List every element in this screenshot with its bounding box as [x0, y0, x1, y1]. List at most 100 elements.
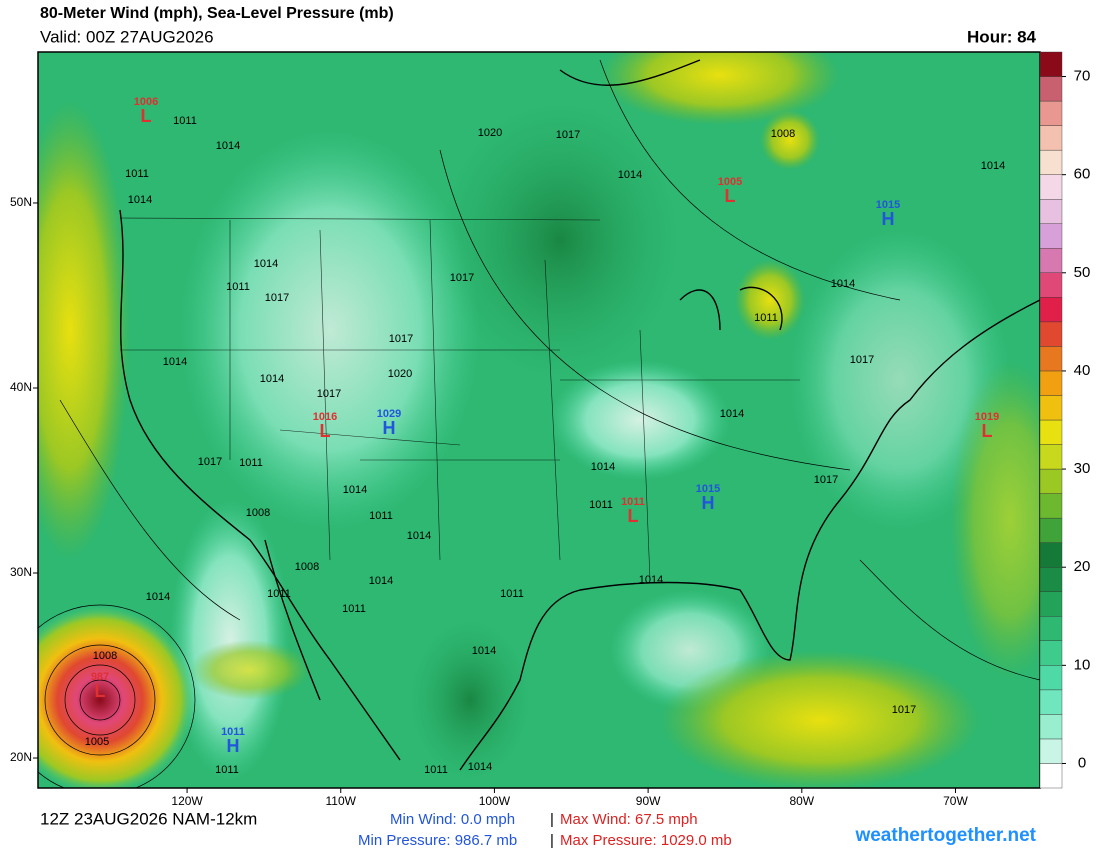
- separator: |: [550, 811, 554, 828]
- isobar-label: 1014: [146, 591, 170, 603]
- pressure-center-value: 987: [91, 671, 109, 683]
- isobar-label: 1017: [450, 272, 474, 284]
- pressure-center-value: 1005: [718, 176, 742, 188]
- hurricane-wind: [38, 605, 195, 788]
- pressure-center-symbol: L: [320, 421, 331, 441]
- valid-time: Valid: 00Z 27AUG2026: [40, 27, 214, 46]
- isobar-label: 1014: [407, 530, 431, 542]
- wind-field: [950, 360, 1040, 680]
- x-tick-label: 80W: [789, 794, 814, 808]
- x-tick-label: 110W: [326, 794, 357, 808]
- isobar-label: 1020: [388, 368, 412, 380]
- colorbar-swatch: [1039, 468, 1063, 494]
- colorbar-tick-label: 40: [1074, 362, 1091, 379]
- colorbar-swatch: [1039, 248, 1063, 273]
- isobar-label: 1014: [591, 461, 615, 473]
- isobar-label: 1014: [831, 278, 855, 290]
- wind-field: [600, 52, 840, 125]
- colorbar-swatch: [1039, 51, 1063, 77]
- forecast-hour: Hour: 84: [967, 27, 1037, 46]
- isobar-label: 1014: [639, 574, 663, 586]
- isobar-label: 1005: [85, 736, 109, 748]
- separator: |: [550, 832, 554, 849]
- isobar-label: 1014: [254, 258, 278, 270]
- state-borders: [119, 217, 800, 581]
- pressure-center-value: 1019: [975, 411, 999, 423]
- colorbar-swatch: [1039, 100, 1063, 126]
- colorbar-swatch: [1039, 763, 1063, 789]
- coastline: [264, 539, 321, 701]
- colorbar-swatch: [1039, 591, 1063, 617]
- colorbar-swatch: [1039, 321, 1063, 347]
- pressure-center-value: 1015: [696, 483, 720, 495]
- colorbar-swatch: [1039, 395, 1063, 421]
- isobar-label: 1011: [500, 588, 524, 600]
- isobar: [38, 604, 196, 788]
- pressure-center-value: 1006: [134, 96, 158, 108]
- y-tick-label: 30N: [10, 565, 32, 579]
- isobar-label: 1011: [424, 764, 448, 776]
- isobar-label: 1008: [295, 561, 319, 573]
- colorbar-swatch: [1039, 689, 1063, 715]
- border: [119, 217, 800, 581]
- isobar-label: 1014: [981, 160, 1005, 172]
- colorbar-swatch: [1039, 76, 1063, 102]
- map: [38, 52, 1040, 788]
- coastline: [119, 209, 401, 761]
- colorbar-tick-label: 30: [1074, 460, 1091, 477]
- colorbar-tick-label: 10: [1074, 656, 1091, 673]
- footer-run: 12Z 23AUG2026 NAM-12km: [40, 809, 257, 828]
- colorbar-tick-label: 50: [1074, 264, 1091, 281]
- y-tick-label: 50N: [10, 195, 32, 209]
- isobar-label: 1017: [265, 292, 289, 304]
- isobar-label: 1008: [93, 650, 117, 662]
- isobar-label: 1011: [226, 281, 250, 293]
- isobar-label: 1011: [589, 499, 613, 511]
- isobar-label: 1014: [472, 645, 496, 657]
- isobar-label: 1020: [478, 127, 502, 139]
- colorbar-swatch: [1039, 223, 1063, 249]
- colorbar-swatch: [1039, 567, 1063, 592]
- colorbar-swatch: [1039, 346, 1063, 372]
- isobar-label: 1008: [246, 507, 270, 519]
- y-tick-label: 40N: [10, 380, 32, 394]
- wind-field: [180, 130, 480, 530]
- max-wind: Max Wind: 67.5 mph: [560, 811, 698, 828]
- max-pressure: Max Pressure: 1029.0 mb: [560, 832, 732, 849]
- site-name[interactable]: weathertogether.net: [854, 825, 1036, 846]
- isobars: [38, 59, 1040, 788]
- pressure-center-symbol: H: [227, 736, 240, 756]
- isobar-label: 1014: [343, 484, 367, 496]
- isobar-label: 1017: [892, 704, 916, 716]
- isobar-label: 1011: [239, 457, 263, 469]
- pressure-center-symbol: L: [141, 106, 152, 126]
- y-tick-label: 20N: [10, 750, 32, 764]
- colorbar-swatch: [1039, 198, 1063, 224]
- isobar-label: 1011: [267, 588, 291, 600]
- colorbar-swatch: [1039, 370, 1063, 396]
- pressure-center-symbol: H: [383, 418, 396, 438]
- isobar-label: 1011: [342, 603, 366, 615]
- colorbar-swatch: [1039, 297, 1063, 323]
- isobar: [44, 644, 156, 756]
- wind-field: [790, 230, 1010, 530]
- colorbar-swatch: [1039, 174, 1063, 200]
- x-tick-label: 90W: [636, 794, 661, 808]
- isobar-label: 1011: [125, 168, 149, 180]
- pressure-center-symbol: L: [95, 681, 106, 701]
- isobar-label: 1011: [369, 510, 393, 522]
- isobar-label: 1014: [618, 169, 642, 181]
- x-tick-label: 120W: [171, 794, 203, 808]
- colorbar-tick-label: 60: [1074, 166, 1091, 183]
- isobar-label: 1014: [260, 373, 284, 385]
- isobar-label: 1014: [163, 356, 187, 368]
- colorbar-tick-label: 0: [1078, 754, 1086, 771]
- x-tick-label: 70W: [943, 794, 968, 808]
- colorbar-swatch: [1039, 272, 1063, 298]
- isobar-label: 1017: [556, 129, 580, 141]
- isobar-label: 1014: [369, 575, 393, 587]
- colorbar-swatch: [1039, 419, 1063, 445]
- coastlines: [119, 59, 1040, 771]
- wind-field: [660, 650, 980, 788]
- isobar: [64, 664, 136, 736]
